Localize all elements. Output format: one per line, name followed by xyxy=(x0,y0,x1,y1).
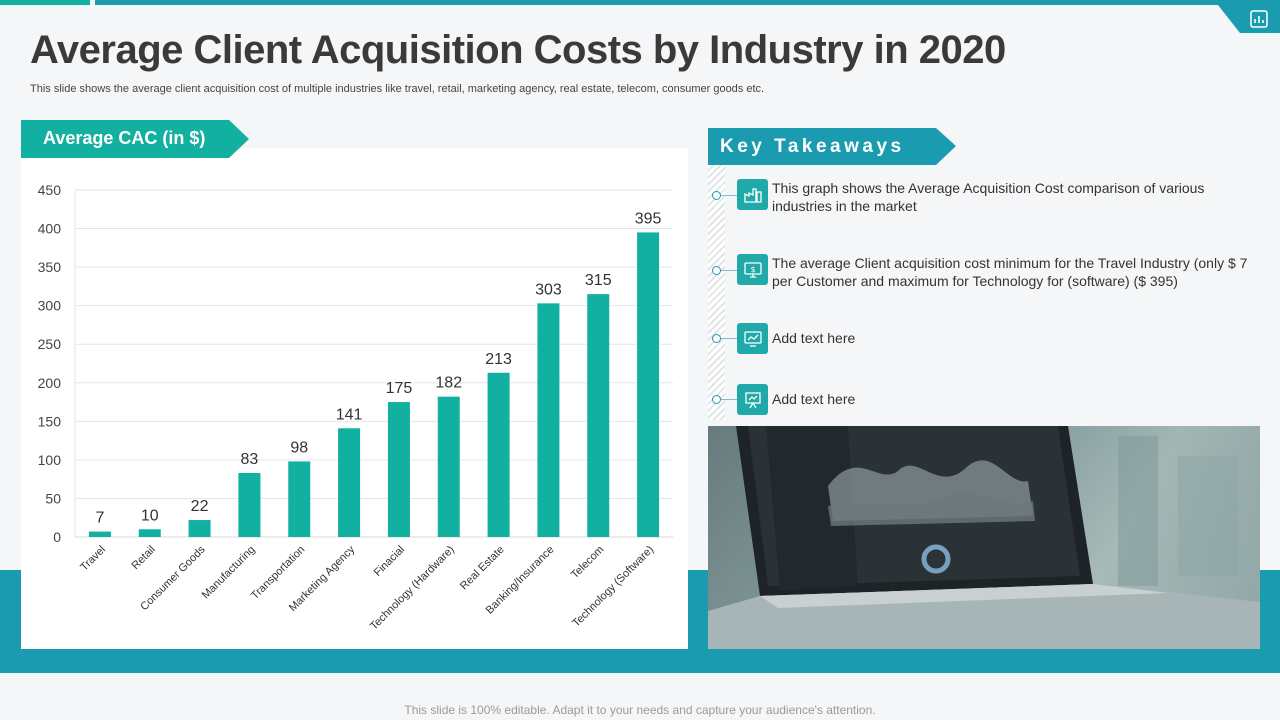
data-label: 175 xyxy=(386,380,413,397)
data-label: 395 xyxy=(635,210,662,227)
y-tick-label: 100 xyxy=(38,452,62,468)
takeaway-text: This graph shows the Average Acquisition… xyxy=(772,180,1205,214)
y-tick-label: 350 xyxy=(38,259,62,275)
bar xyxy=(138,529,161,537)
bar xyxy=(238,472,261,537)
x-tick-label: Finacial xyxy=(372,544,407,579)
bar xyxy=(437,396,460,537)
footer-note: This slide is 100% editable. Adapt it to… xyxy=(404,703,876,717)
page-subtitle: This slide shows the average client acqu… xyxy=(30,83,765,95)
x-tick-label: Retail xyxy=(129,544,157,572)
y-tick-label: 200 xyxy=(38,375,62,391)
x-tick-label: Technology (Hardware) xyxy=(368,544,457,633)
bar xyxy=(288,461,311,537)
monitor-dollar-icon: $ xyxy=(737,254,768,285)
takeaways-rail xyxy=(708,165,725,420)
top-accent-bar xyxy=(95,0,1280,5)
connector-line xyxy=(721,195,737,196)
presentation-logo-icon xyxy=(1250,10,1268,28)
bar xyxy=(537,303,560,537)
data-label: 315 xyxy=(585,272,612,289)
x-tick-label: Technology (Software) xyxy=(570,544,656,630)
data-label: 141 xyxy=(336,406,363,423)
laptop-photo xyxy=(708,426,1260,649)
data-label: 10 xyxy=(141,507,159,524)
chart-tag: Average CAC (in $) xyxy=(21,120,249,158)
data-label: 98 xyxy=(290,439,308,456)
page-title: Average Client Acquisition Costs by Indu… xyxy=(30,28,1006,72)
bar xyxy=(188,520,211,537)
takeaway-text: Add text here xyxy=(772,330,856,346)
x-tick-label: Travel xyxy=(78,544,108,574)
corner-badge xyxy=(1218,5,1280,33)
connector-line xyxy=(721,399,737,400)
key-takeaways-heading: Key Takeaways xyxy=(708,128,956,165)
y-tick-label: 50 xyxy=(45,490,61,506)
y-tick-label: 450 xyxy=(38,182,62,198)
y-tick-label: 0 xyxy=(53,529,61,545)
presentation-icon xyxy=(737,384,768,415)
connector-dot xyxy=(712,191,721,200)
data-label: 303 xyxy=(535,281,562,298)
connector-dot xyxy=(712,266,721,275)
y-tick-label: 300 xyxy=(38,298,62,314)
bar xyxy=(338,428,361,537)
takeaway-text: The average Client acquisition cost mini… xyxy=(772,255,1248,289)
y-tick-label: 400 xyxy=(38,221,62,237)
connector-line xyxy=(721,338,737,339)
bar xyxy=(587,294,610,537)
data-label: 22 xyxy=(191,498,209,515)
data-label: 213 xyxy=(485,351,512,368)
bar xyxy=(387,402,410,537)
svg-text:$: $ xyxy=(750,265,755,274)
connector-dot xyxy=(712,395,721,404)
bar-chart: 0 50 100 150 200 250 300 350 400 450 7 Travel 10 Reta… xyxy=(38,182,673,633)
bar xyxy=(487,372,510,537)
data-label: 83 xyxy=(241,451,259,468)
chart-card xyxy=(21,148,688,649)
top-accent-bar-left xyxy=(0,0,90,5)
x-tick-label: Telecom xyxy=(569,544,606,581)
bar xyxy=(88,531,111,537)
x-tick-label: Real Estate xyxy=(458,544,507,593)
y-tick-label: 250 xyxy=(38,336,62,352)
chart-monitor-icon xyxy=(737,323,768,354)
connector-dot xyxy=(712,334,721,343)
data-label: 182 xyxy=(435,375,462,392)
data-label: 7 xyxy=(95,510,104,527)
takeaway-text: Add text here xyxy=(772,391,856,407)
industry-icon xyxy=(737,179,768,210)
y-tick-label: 150 xyxy=(38,413,62,429)
bar xyxy=(637,232,660,537)
connector-line xyxy=(721,270,737,271)
